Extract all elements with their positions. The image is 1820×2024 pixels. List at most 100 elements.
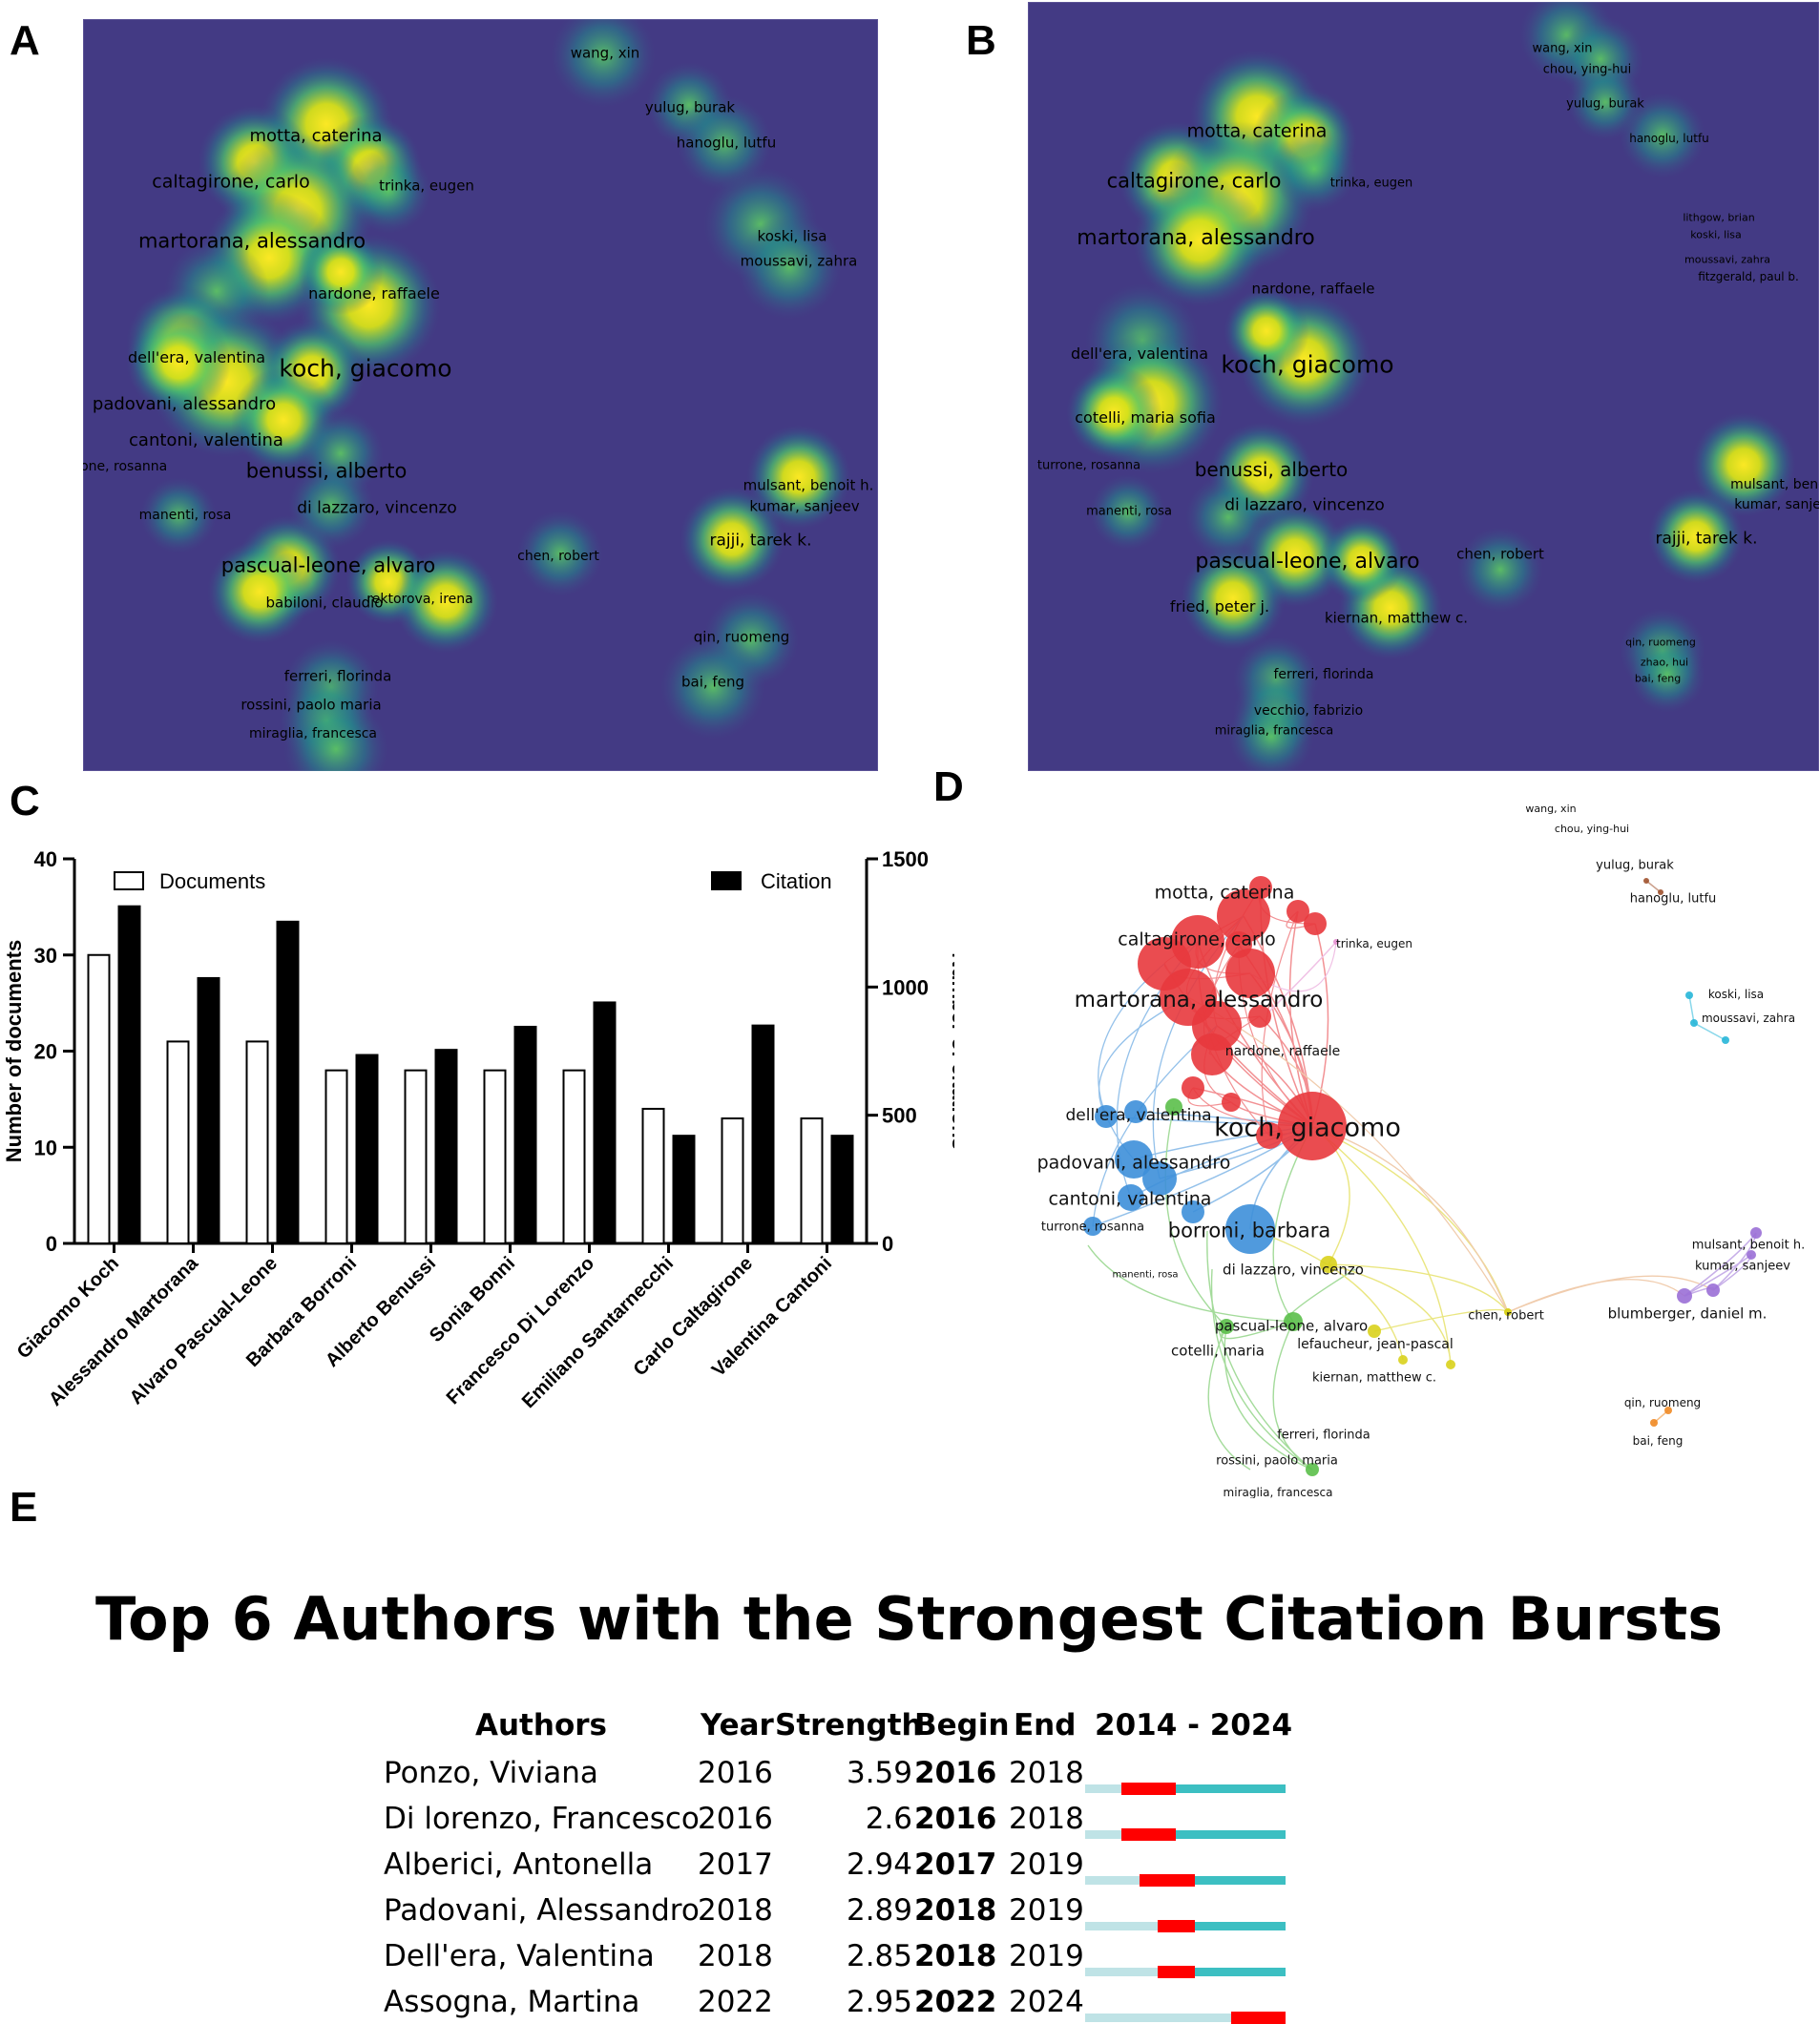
legend: Documents Citation [114,869,832,893]
burst-year: 2018 [698,1939,773,1973]
density_a-label-cantoni-valentina: cantoni, valentina [129,430,283,450]
network-node-blue [1115,1140,1153,1179]
left-tick-label: 20 [34,1040,57,1064]
network-node-yellow [1368,1325,1381,1338]
network-label-mulsant-benoit-h: mulsant, benoit h. [1692,1239,1806,1253]
density_b-label-koch-giacomo: koch, giacomo [1221,350,1394,379]
network-node-cyan [1722,1036,1729,1044]
bar-documents-barbara-borroni [324,1069,348,1245]
bar-citation-alvaro-pascual-leone [276,920,300,1244]
density_b-label-chen-robert: chen, robert [1456,545,1544,563]
network-edge [1159,1125,1313,1179]
density_b-label-caltagirone-carlo: caltagirone, carlo [1106,169,1282,193]
density_b-label-cotelli-maria-sofia: cotelli, maria sofia [1075,408,1216,427]
network-label-miraglia-francesca: miraglia, francesca [1224,1486,1333,1498]
network-node-brown [1658,889,1663,895]
network-edge [1098,963,1165,1160]
network-edge [1224,1325,1313,1471]
network-edge [1328,1263,1452,1366]
burst-strength: 3.59 [846,1756,912,1790]
density_b-density-blob [1629,636,1705,713]
network-node-purple [1706,1283,1720,1297]
network-nodes [1083,876,1762,1476]
network-node-purple [1747,1250,1756,1260]
network-label-koski-lisa: koski, lisa [1708,988,1764,1001]
network-edge [1258,887,1316,925]
density_a-label-rajji-tarek-k: rajji, tarek k. [709,531,812,551]
density_a-label-yulug-burak: yulug, burak [644,98,736,116]
network-node-green [1306,1463,1319,1476]
network-edge [1192,1087,1313,1127]
right-tick-label: 0 [882,1232,893,1256]
density_a-label-moussavi-zahra: moussavi, zahra [740,252,858,270]
panel-label-e: E [10,1484,38,1531]
network-node-red [1225,931,1252,958]
network-label-kiernan-matthew-c: kiernan, matthew c. [1312,1371,1436,1386]
header-year: Year [701,1708,774,1742]
network-edge [1221,1321,1294,1340]
density_b-density-blob [1648,489,1744,584]
timeline-active [1121,1830,1286,1839]
network-edge [1272,1125,1313,1323]
network-edge [1116,941,1199,1199]
network-label-wang-xin: wang, xin [1525,803,1576,815]
network-edge [1105,1116,1313,1127]
network-edge [1163,915,1245,965]
network-label-pascual-leone-alvaro: pascual-leone, alvaro [1215,1317,1368,1334]
density_b-density-blob [1228,694,1314,771]
density_a-svg [83,19,878,771]
burst-author: Assogna, Martina [384,1985,640,2019]
density_b-label-dell-era-valentina: dell'era, valentina [1070,344,1209,363]
network-edge [1192,1087,1313,1127]
network-edge [1507,1275,1714,1313]
network-label-dell-era-valentina: dell'era, valentina [1065,1106,1211,1125]
network-edge [1230,1101,1313,1127]
bar-chart-documents-citations: 0 10 20 30 40 0 500 1000 1500 Number of documents… [2,847,954,1412]
density_a-label-hanoglu-lutfu: hanoglu, lutfu [676,134,777,152]
bar-citation-carlo-caltagirone [751,1024,775,1244]
density_a-label-rossini-paolo-maria: rossini, paolo maria [241,696,382,714]
network-edge [1249,972,1313,1127]
density_b-label-chou-ying-hui: chou, ying-hui [1542,62,1632,77]
burst-end: 2018 [1009,1756,1084,1790]
network-label-trinka-eugen: trinka, eugen [1336,937,1412,950]
network-label-rossini-paolo-maria: rossini, paolo maria [1216,1454,1338,1469]
density-map-b: wang, xin chou, ying-hui yulug, burak motta… [1028,2,1819,771]
right-tick-label: 1500 [882,847,929,871]
network-edge [1249,1125,1313,1230]
density_b-density-blob [1271,126,1357,212]
density_b-density-blob [1133,174,1266,307]
network-edge [1653,1409,1669,1424]
right-tick-label: 1000 [882,975,929,999]
burst-end: 2024 [1009,1985,1084,2019]
density_b-label-miraglia-francesca: miraglia, francesca [1214,723,1334,739]
network-edge [1260,887,1313,1127]
network-edge [1684,1232,1757,1297]
timeline-burst [1121,1828,1177,1841]
network-node-orange [1664,1407,1672,1414]
timeline-active [1158,1922,1286,1930]
network-edge [1092,1025,1218,1227]
density_a-label-bai-feng: bai, feng [681,673,744,691]
density_b-label-qin-ruomeng: qin, ruomeng [1625,636,1696,649]
network-edge [1311,1125,1509,1313]
network-edge [1211,1054,1313,1127]
burst-end: 2019 [1009,1939,1084,1973]
burst-strength: 2.89 [846,1893,912,1928]
density_b-label-mulsant-benoit-h: mulsant, benoit h. [1730,477,1819,492]
network-edge [1197,941,1270,1137]
x-tick-label: Emiliano Santarnecchi [518,1253,678,1412]
bar-documents-alberto-benussi [404,1069,428,1245]
network-label-yulug-burak: yulug, burak [1596,859,1674,873]
burst-strength: 2.94 [846,1847,912,1882]
burst-begin: 2017 [914,1847,997,1882]
network-edge [1187,996,1509,1313]
header-strength: Strength [775,1708,923,1742]
density_b-density-blob [1620,93,1705,178]
network-label-caltagirone-carlo: caltagirone, carlo [1118,929,1275,950]
burst-title: Top 6 Authors with the Strongest Citatio… [95,1584,1724,1654]
burst-begin: 2018 [914,1893,997,1928]
network-label-chou-ying-hui: chou, ying-hui [1555,823,1629,835]
bar-documents-valentina-cantoni [800,1117,824,1245]
network-node-purple [1750,1227,1762,1239]
